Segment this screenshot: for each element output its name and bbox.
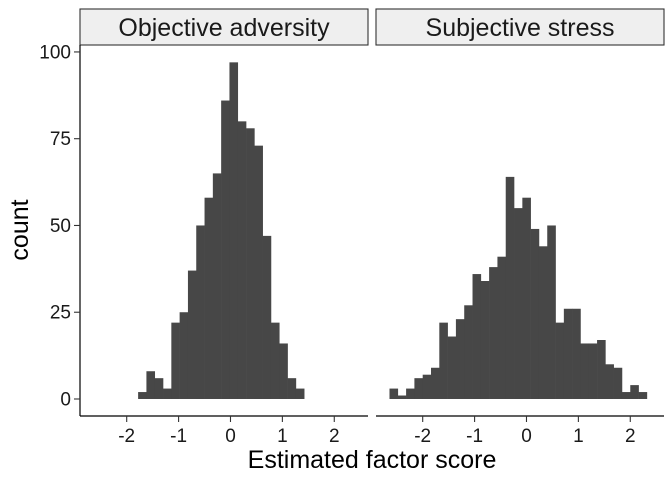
x-tick-label: 1 — [573, 426, 584, 447]
histogram-bar — [254, 145, 263, 399]
histogram-bar — [397, 395, 407, 399]
y-tick-label: 75 — [50, 129, 71, 150]
histogram-bar — [464, 305, 473, 399]
histogram-bar — [563, 308, 573, 399]
histogram-bar — [505, 176, 515, 399]
histogram-bar — [221, 100, 230, 399]
histogram-bar — [406, 388, 415, 399]
y-tick-label: 25 — [50, 303, 71, 324]
histogram-bar — [287, 378, 297, 399]
y-tick-label: 100 — [39, 42, 71, 63]
histogram-bar — [455, 319, 465, 399]
histogram-bar — [295, 388, 305, 399]
histogram-bar — [530, 228, 540, 399]
x-tick-label: 2 — [329, 426, 340, 447]
histogram-bar — [146, 371, 156, 399]
histogram-bar — [597, 340, 606, 399]
histogram-bar — [204, 197, 214, 399]
x-tick-label: 2 — [625, 426, 636, 447]
histogram-bar — [630, 385, 639, 399]
histogram-bar — [621, 392, 631, 399]
histogram-bar — [389, 388, 399, 399]
x-tick-label: 0 — [521, 426, 532, 447]
histogram-bar — [154, 378, 164, 399]
histogram-bar — [187, 270, 197, 399]
histogram-bar — [555, 322, 565, 399]
x-tick-label: -1 — [466, 426, 483, 447]
histogram-bar — [638, 392, 648, 399]
histogram-bar — [279, 343, 288, 399]
histogram-bar — [572, 308, 581, 399]
histogram-bar — [414, 378, 423, 399]
histogram-bar — [138, 392, 147, 399]
x-tick-label: 1 — [277, 426, 288, 447]
histogram-bar — [480, 281, 490, 399]
histogram-bars-subjective-stress — [389, 176, 648, 399]
facet-strip-subjective-stress: Subjective stress — [375, 8, 665, 46]
x-axis-title: Estimated factor score — [248, 446, 497, 474]
histogram-bar — [431, 367, 440, 399]
y-tick-label: 0 — [60, 389, 71, 410]
histogram-bar — [237, 121, 247, 399]
facet-strip-objective-adversity: Objective adversity — [79, 8, 369, 46]
histogram-bar — [246, 128, 255, 399]
histogram-bar — [538, 246, 548, 399]
x-tick-label: 0 — [225, 426, 236, 447]
histogram-bar — [270, 322, 280, 399]
x-axis-ticks-subjective-stress: -2 -1 0 1 2 — [414, 416, 636, 447]
histogram-bar — [179, 312, 189, 399]
histogram-bar — [580, 343, 590, 399]
histogram-bar — [196, 225, 205, 399]
histogram-bar — [472, 274, 482, 399]
facet-label-subjective-stress: Subjective stress — [426, 14, 615, 42]
x-tick-label: -2 — [118, 426, 135, 447]
histogram-bars-objective-adversity — [138, 62, 305, 399]
histogram-bar — [163, 388, 172, 399]
histogram-bar — [514, 208, 523, 399]
histogram-bar — [588, 343, 598, 399]
x-tick-label: -1 — [170, 426, 187, 447]
x-tick-label: -2 — [414, 426, 431, 447]
x-axis-ticks-objective-adversity: -2 -1 0 1 2 — [118, 416, 340, 447]
histogram-bar — [489, 267, 498, 399]
histogram-bar — [547, 225, 556, 399]
histogram-bar — [212, 173, 222, 399]
y-axis-title: count — [6, 199, 34, 260]
histogram-bar — [497, 256, 507, 399]
y-axis-ticks: 0 25 50 75 100 — [39, 42, 80, 410]
histogram-bar — [522, 197, 531, 399]
facet-label-objective-adversity: Objective adversity — [118, 14, 330, 42]
histogram-bar — [422, 374, 432, 399]
histogram-bar — [447, 336, 457, 399]
histogram-bar — [613, 367, 623, 399]
histogram-bar — [229, 62, 239, 399]
y-tick-label: 50 — [50, 216, 71, 237]
histogram-bar — [605, 364, 614, 399]
histogram-bar — [171, 322, 180, 399]
histogram-bar — [262, 235, 272, 399]
histogram-bar — [439, 322, 448, 399]
